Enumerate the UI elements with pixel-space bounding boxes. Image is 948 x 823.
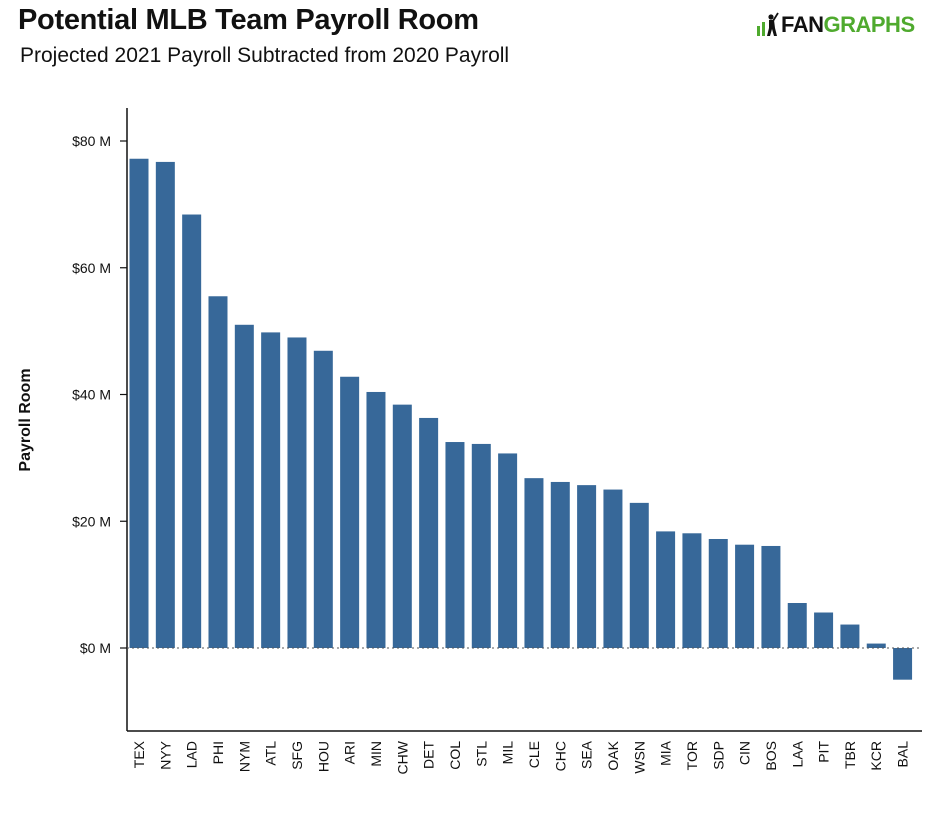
fangraphs-logo: FAN GRAPHS [756, 12, 915, 38]
bar-hou [313, 350, 333, 648]
bar-tbr [840, 624, 860, 648]
y-tick-label: $0 M [80, 640, 111, 656]
bar-lad [182, 214, 202, 648]
x-tick-label: ARI [342, 741, 358, 764]
x-tick-label: CHW [394, 740, 410, 774]
x-tick-label: HOU [315, 741, 331, 772]
x-tick-label: CIN [737, 741, 753, 765]
bar-tex [129, 158, 149, 648]
x-tick-label: DET [421, 741, 437, 769]
logo-text-fan: FAN [781, 12, 824, 37]
bar-nyy [155, 161, 175, 648]
x-tick-label: CLE [526, 741, 542, 768]
x-tick-label: MIN [368, 741, 384, 767]
bar-col [445, 442, 465, 648]
x-tick-label: LAA [789, 740, 805, 767]
chart-title: Potential MLB Team Payroll Room [18, 4, 479, 36]
x-tick-label: COL [447, 741, 463, 770]
x-tick-label: CHC [552, 741, 568, 771]
bar-phi [208, 296, 228, 648]
bar-sdp [708, 538, 728, 648]
x-tick-label: MIA [658, 740, 674, 766]
x-tick-label: SFG [289, 741, 305, 770]
x-tick-label: PIT [816, 741, 832, 763]
bar-chw [392, 404, 412, 648]
bar-sfg [287, 337, 307, 648]
x-tick-label: BOS [763, 741, 779, 771]
x-tick-label: SEA [579, 740, 595, 769]
bar-nym [234, 324, 254, 648]
bar-atl [261, 332, 281, 648]
x-tick-label: TEX [131, 740, 147, 768]
bar-kcr [866, 643, 886, 648]
x-tick-label: SDP [710, 741, 726, 770]
bar-chc [550, 481, 570, 648]
x-tick-label: ATL [263, 741, 279, 766]
logo-text-graphs: GRAPHS [823, 12, 916, 37]
bar-stl [471, 443, 491, 648]
y-tick-label: $20 M [72, 513, 111, 529]
x-tick-label: NYM [236, 741, 252, 772]
x-tick-label: MIL [500, 741, 516, 765]
bar-laa [787, 603, 807, 648]
bar-wsn [629, 502, 649, 648]
x-tick-label: LAD [184, 741, 200, 768]
y-tick-label: $40 M [72, 387, 111, 403]
batter-icon [757, 12, 779, 36]
bar-sea [577, 485, 597, 648]
x-tick-label: TBR [842, 741, 858, 769]
bar-cin [735, 544, 755, 648]
x-tick-label: STL [473, 741, 489, 767]
bar-bos [761, 545, 781, 648]
y-tick-label: $60 M [72, 260, 111, 276]
bar-tor [682, 533, 702, 648]
bar-min [366, 391, 386, 648]
bar-mil [498, 453, 518, 648]
bar-bal [893, 648, 913, 680]
bar-pit [814, 612, 834, 648]
x-tick-label: WSN [631, 741, 647, 774]
x-tick-label: BAL [895, 741, 911, 768]
bar-det [419, 417, 439, 648]
x-tick-label: PHI [210, 741, 226, 764]
bar-mia [656, 531, 676, 648]
x-tick-label: OAK [605, 740, 621, 770]
x-tick-label: TOR [684, 741, 700, 770]
bar-ari [340, 376, 360, 648]
x-tick-label: NYY [157, 740, 173, 769]
y-tick-label: $80 M [72, 133, 111, 149]
x-tick-label: KCR [868, 741, 884, 771]
bar-cle [524, 478, 544, 648]
bar-oak [603, 489, 623, 648]
chart-subtitle: Projected 2021 Payroll Subtracted from 2… [20, 44, 510, 67]
